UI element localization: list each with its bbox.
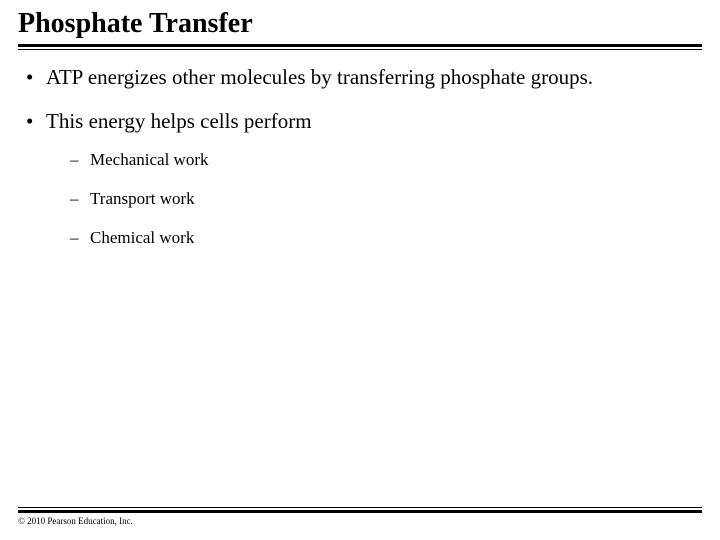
sub-bullet-item: Mechanical work [66,149,698,170]
slide-title: Phosphate Transfer [18,8,702,44]
bullet-text: This energy helps cells perform [46,109,312,133]
bullet-text: ATP energizes other molecules by transfe… [46,65,593,89]
slide: Phosphate Transfer ATP energizes other m… [0,0,720,540]
copyright-text: © 2010 Pearson Education, Inc. [18,516,702,526]
sub-bullet-text: Mechanical work [90,150,208,169]
bullet-list: ATP energizes other molecules by transfe… [22,64,698,248]
title-rule-thick [18,44,702,47]
bullet-item: ATP energizes other molecules by transfe… [22,64,698,90]
slide-content: ATP energizes other molecules by transfe… [18,50,702,248]
footer-rule-thin [18,507,702,508]
footer-rule-thick [18,510,702,513]
sub-bullet-text: Chemical work [90,228,194,247]
sub-bullet-text: Transport work [90,189,195,208]
sub-bullet-item: Transport work [66,188,698,209]
sub-bullet-list: Mechanical work Transport work Chemical … [46,149,698,249]
sub-bullet-item: Chemical work [66,227,698,248]
bullet-item: This energy helps cells perform Mechanic… [22,108,698,248]
slide-footer: © 2010 Pearson Education, Inc. [18,507,702,526]
